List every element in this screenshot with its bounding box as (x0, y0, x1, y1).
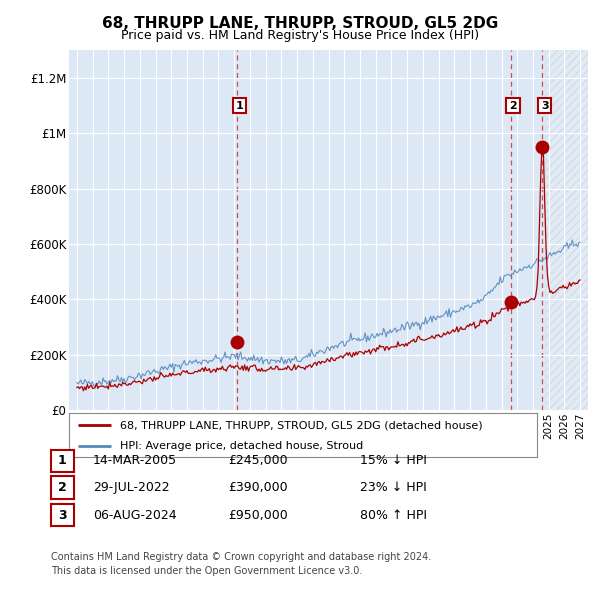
Text: 68, THRUPP LANE, THRUPP, STROUD, GL5 2DG: 68, THRUPP LANE, THRUPP, STROUD, GL5 2DG (102, 16, 498, 31)
Text: 23% ↓ HPI: 23% ↓ HPI (360, 481, 427, 494)
Text: £950,000: £950,000 (228, 509, 288, 522)
Text: £245,000: £245,000 (228, 454, 287, 467)
Text: HPI: Average price, detached house, Stroud: HPI: Average price, detached house, Stro… (121, 441, 364, 451)
Text: 80% ↑ HPI: 80% ↑ HPI (360, 509, 427, 522)
Text: 06-AUG-2024: 06-AUG-2024 (93, 509, 176, 522)
Text: 29-JUL-2022: 29-JUL-2022 (93, 481, 170, 494)
Text: 14-MAR-2005: 14-MAR-2005 (93, 454, 177, 467)
Text: 1: 1 (58, 454, 67, 467)
Text: 2: 2 (509, 100, 517, 110)
Text: 1: 1 (236, 100, 244, 110)
Text: 68, THRUPP LANE, THRUPP, STROUD, GL5 2DG (detached house): 68, THRUPP LANE, THRUPP, STROUD, GL5 2DG… (121, 421, 483, 430)
Text: Price paid vs. HM Land Registry's House Price Index (HPI): Price paid vs. HM Land Registry's House … (121, 29, 479, 42)
Text: 3: 3 (58, 509, 67, 522)
Text: Contains HM Land Registry data © Crown copyright and database right 2024.
This d: Contains HM Land Registry data © Crown c… (51, 552, 431, 576)
Text: 2: 2 (58, 481, 67, 494)
Text: 3: 3 (541, 100, 548, 110)
Text: 15% ↓ HPI: 15% ↓ HPI (360, 454, 427, 467)
Text: £390,000: £390,000 (228, 481, 287, 494)
